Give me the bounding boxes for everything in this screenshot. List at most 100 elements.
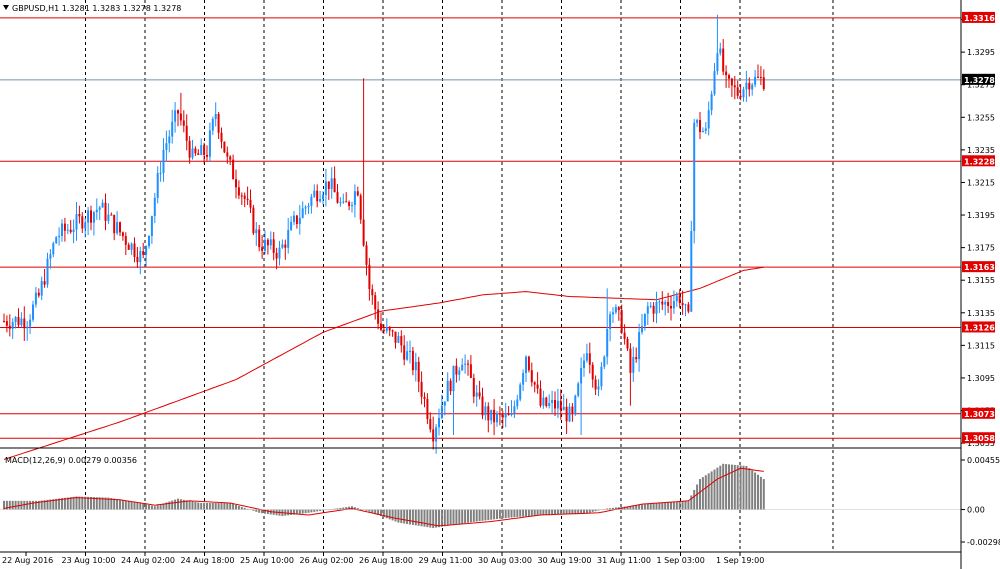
candle-body (629, 348, 632, 373)
symbol-dropdown-icon[interactable] (3, 5, 9, 10)
candle-body (40, 281, 43, 296)
candle-body (443, 401, 446, 406)
macd-bar (496, 509, 498, 519)
candle-body (736, 87, 739, 96)
time-label: 1 Sep 19:00 (716, 556, 764, 565)
candle-body (643, 313, 646, 327)
macd-bar (232, 503, 235, 510)
macd-bar (240, 506, 243, 510)
candle-body (385, 327, 388, 332)
candle-body (693, 122, 696, 232)
price-label: 1.3095 (967, 374, 995, 383)
candle-body (293, 215, 295, 222)
macd-bar (345, 507, 348, 510)
candle-body (142, 251, 145, 255)
macd-bar (220, 503, 223, 510)
candle-body (208, 130, 211, 157)
time-label: 22 Aug 2016 (2, 556, 53, 565)
macd-bar (522, 509, 525, 517)
candle-body (687, 304, 690, 312)
time-label: 30 Aug 19:00 (538, 556, 592, 565)
candle-body (348, 202, 351, 207)
macd-bar (14, 500, 17, 510)
candle-body (728, 75, 730, 79)
macd-bar (461, 509, 464, 524)
macd-bar (507, 509, 510, 518)
macd-bar (643, 504, 646, 510)
macd-bar (609, 508, 612, 510)
candle-body (522, 373, 525, 385)
time-label: 25 Aug 10:00 (240, 556, 294, 565)
candle-body (258, 229, 261, 248)
candle-body (116, 222, 119, 234)
candle-body (342, 201, 345, 203)
macd-bar (26, 500, 29, 510)
level-tag (962, 155, 995, 167)
candle-body (696, 120, 699, 123)
candle-body (8, 325, 11, 329)
candle-body (597, 386, 600, 390)
candle-body (11, 322, 14, 329)
candle-body (5, 321, 8, 326)
macd-bar (252, 509, 255, 511)
macd-bar (55, 498, 58, 510)
macd-bar (290, 509, 293, 515)
macd-bar (701, 477, 704, 510)
candle-body (725, 71, 728, 76)
candle-body (148, 235, 150, 247)
candle-body (577, 383, 580, 396)
macd-bar (162, 503, 165, 510)
macd-bar (156, 505, 159, 510)
macd-bar (742, 465, 745, 510)
macd-bar (385, 509, 388, 519)
candle-body (646, 306, 649, 314)
macd-bar (58, 498, 61, 510)
macd-bar (429, 509, 432, 528)
macd-bar (554, 509, 556, 515)
macd-bar (316, 509, 319, 512)
candle-body (237, 187, 240, 196)
candle-body (498, 413, 501, 415)
candle-body (339, 202, 342, 204)
macd-bar (736, 465, 739, 510)
macd-bar (133, 501, 136, 510)
macd-bar (588, 509, 591, 513)
candle-body (168, 136, 171, 144)
candle-body (121, 232, 124, 237)
macd-bar (159, 504, 162, 510)
candle-body (240, 195, 243, 197)
macd-tick-label: -0.00298 (967, 538, 1000, 547)
price-axis: 1.33151.32951.32751.32551.32351.32151.31… (961, 11, 1000, 547)
macd-bar (298, 509, 301, 514)
macd-bar (571, 509, 574, 515)
macd-bar (365, 509, 368, 511)
candle-body (130, 243, 133, 250)
candle-body (400, 336, 403, 346)
macd-bar (353, 507, 356, 510)
macd-bar (762, 479, 765, 510)
macd-bar (432, 509, 435, 529)
macd-bar (264, 509, 266, 514)
macd-bar (580, 509, 583, 514)
macd-bar (237, 505, 240, 510)
candle-body (55, 237, 58, 244)
macd-bar (597, 509, 600, 511)
macd-bar (121, 499, 124, 510)
candle-body (252, 207, 255, 234)
macd-bar (37, 500, 40, 510)
macd-bar (179, 499, 182, 510)
macd-bar (626, 506, 629, 510)
candle-body (261, 247, 264, 251)
macd-bar (475, 509, 478, 522)
macd-bar (322, 509, 324, 511)
candle-body (391, 330, 394, 332)
macd-bar (226, 503, 229, 510)
macd-bar (411, 509, 414, 525)
candle-body (652, 305, 655, 314)
macd-bar (391, 509, 394, 521)
candle-body (34, 292, 37, 305)
macd-bar (438, 509, 440, 528)
price-label: 1.3255 (967, 113, 995, 122)
candle-body (510, 413, 513, 416)
macd-bar (49, 499, 52, 510)
